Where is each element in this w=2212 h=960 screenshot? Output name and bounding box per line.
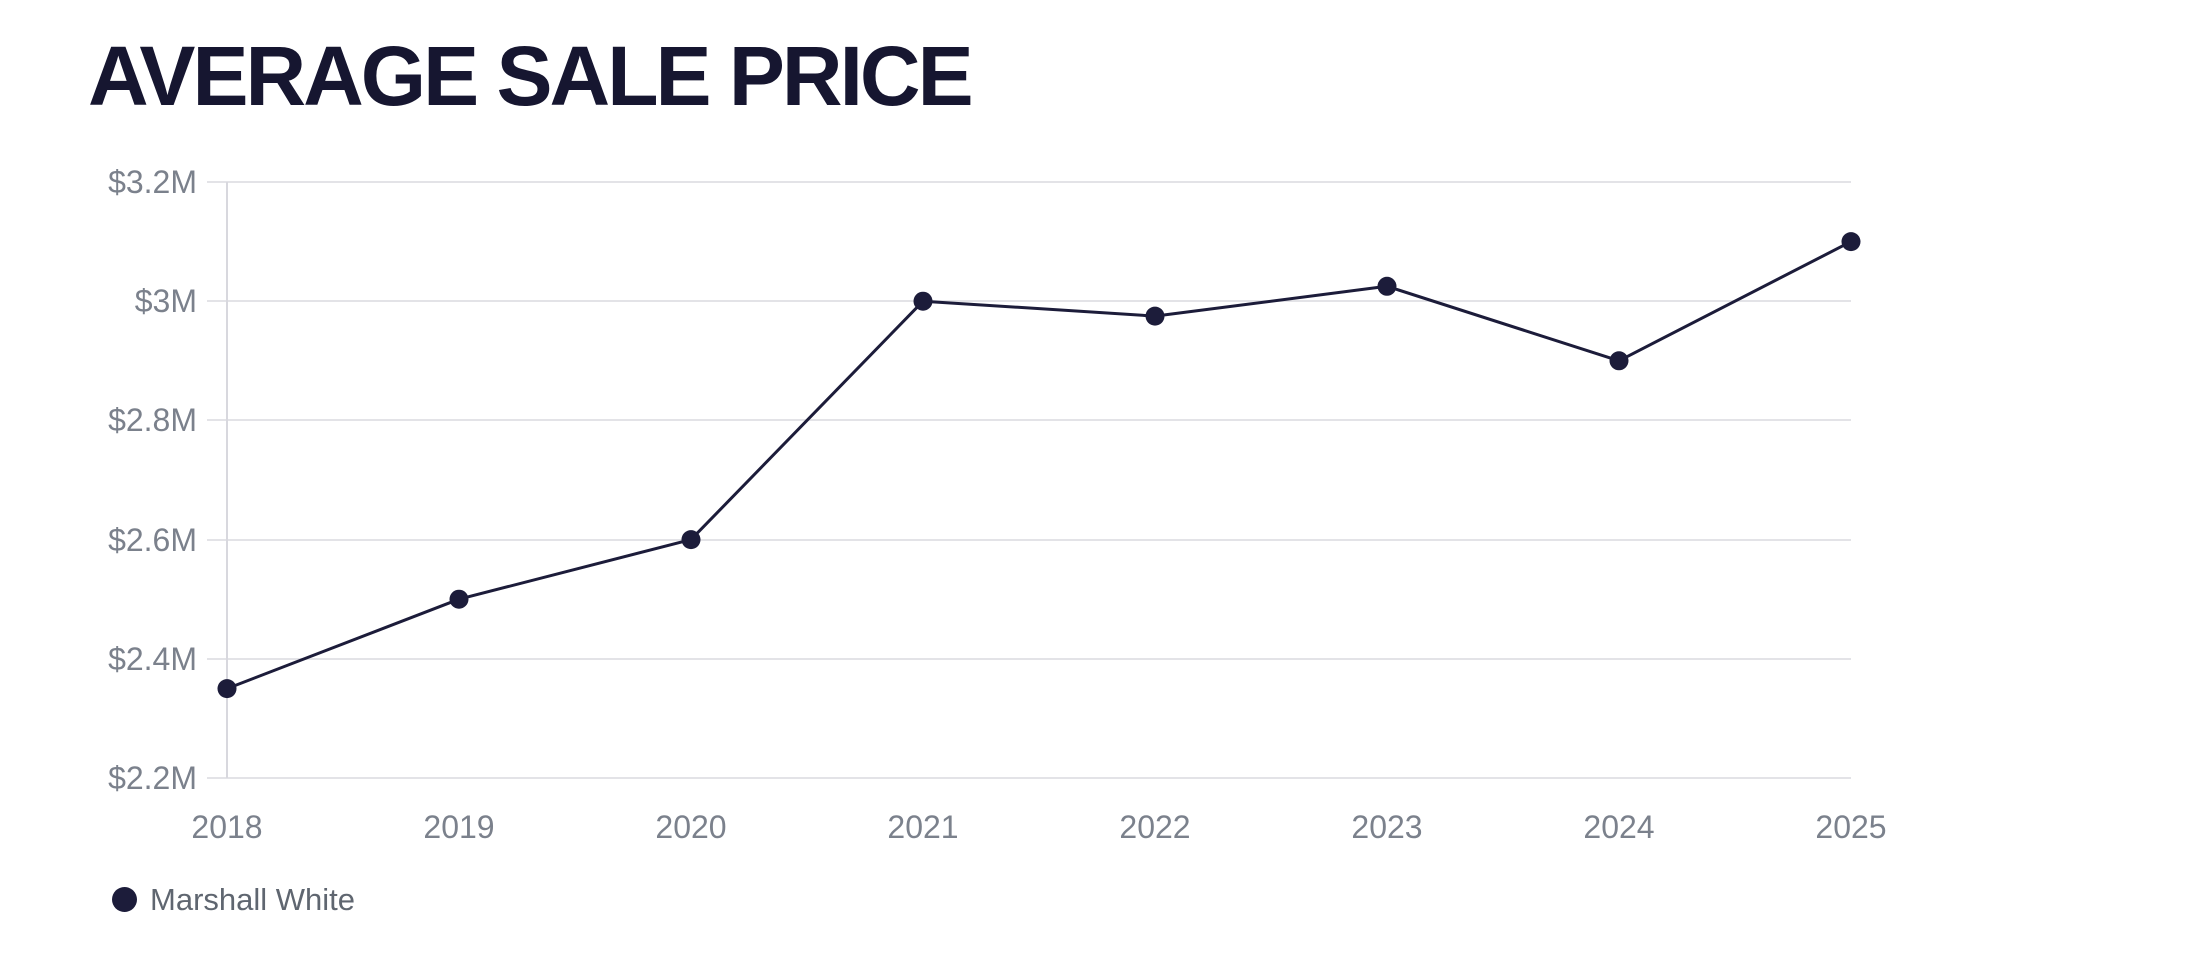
- y-axis-tick-label: $2.6M: [108, 522, 197, 558]
- x-axis-tick-label: 2020: [655, 809, 726, 845]
- chart-title: AVERAGE SALE PRICE: [88, 29, 974, 123]
- data-point[interactable]: [681, 530, 701, 550]
- data-point[interactable]: [1609, 351, 1629, 371]
- x-axis-tick-label: 2024: [1583, 809, 1654, 845]
- y-axis-tick-label: $2.2M: [108, 760, 197, 796]
- x-axis-tick-label: 2019: [423, 809, 494, 845]
- data-point[interactable]: [1145, 306, 1165, 326]
- y-axis-tick-label: $3M: [135, 283, 197, 319]
- y-axis-tick-label: $2.4M: [108, 641, 197, 677]
- legend-marker-icon: [112, 887, 137, 912]
- data-point[interactable]: [449, 589, 469, 609]
- y-axis-tick-label: $2.8M: [108, 402, 197, 438]
- legend-item-marshall-white[interactable]: Marshall White: [112, 884, 355, 915]
- x-axis-tick-label: 2021: [887, 809, 958, 845]
- y-axis-tick-label: $3.2M: [108, 164, 197, 200]
- legend-label: Marshall White: [150, 882, 355, 917]
- data-point[interactable]: [913, 291, 933, 311]
- x-axis-tick-label: 2023: [1351, 809, 1422, 845]
- data-point[interactable]: [217, 679, 237, 699]
- data-point[interactable]: [1841, 232, 1861, 252]
- x-axis-tick-label: 2022: [1119, 809, 1190, 845]
- x-axis-tick-label: 2025: [1815, 809, 1886, 845]
- x-axis-tick-label: 2018: [191, 809, 262, 845]
- data-point[interactable]: [1377, 276, 1397, 296]
- series-line: [225, 240, 1853, 691]
